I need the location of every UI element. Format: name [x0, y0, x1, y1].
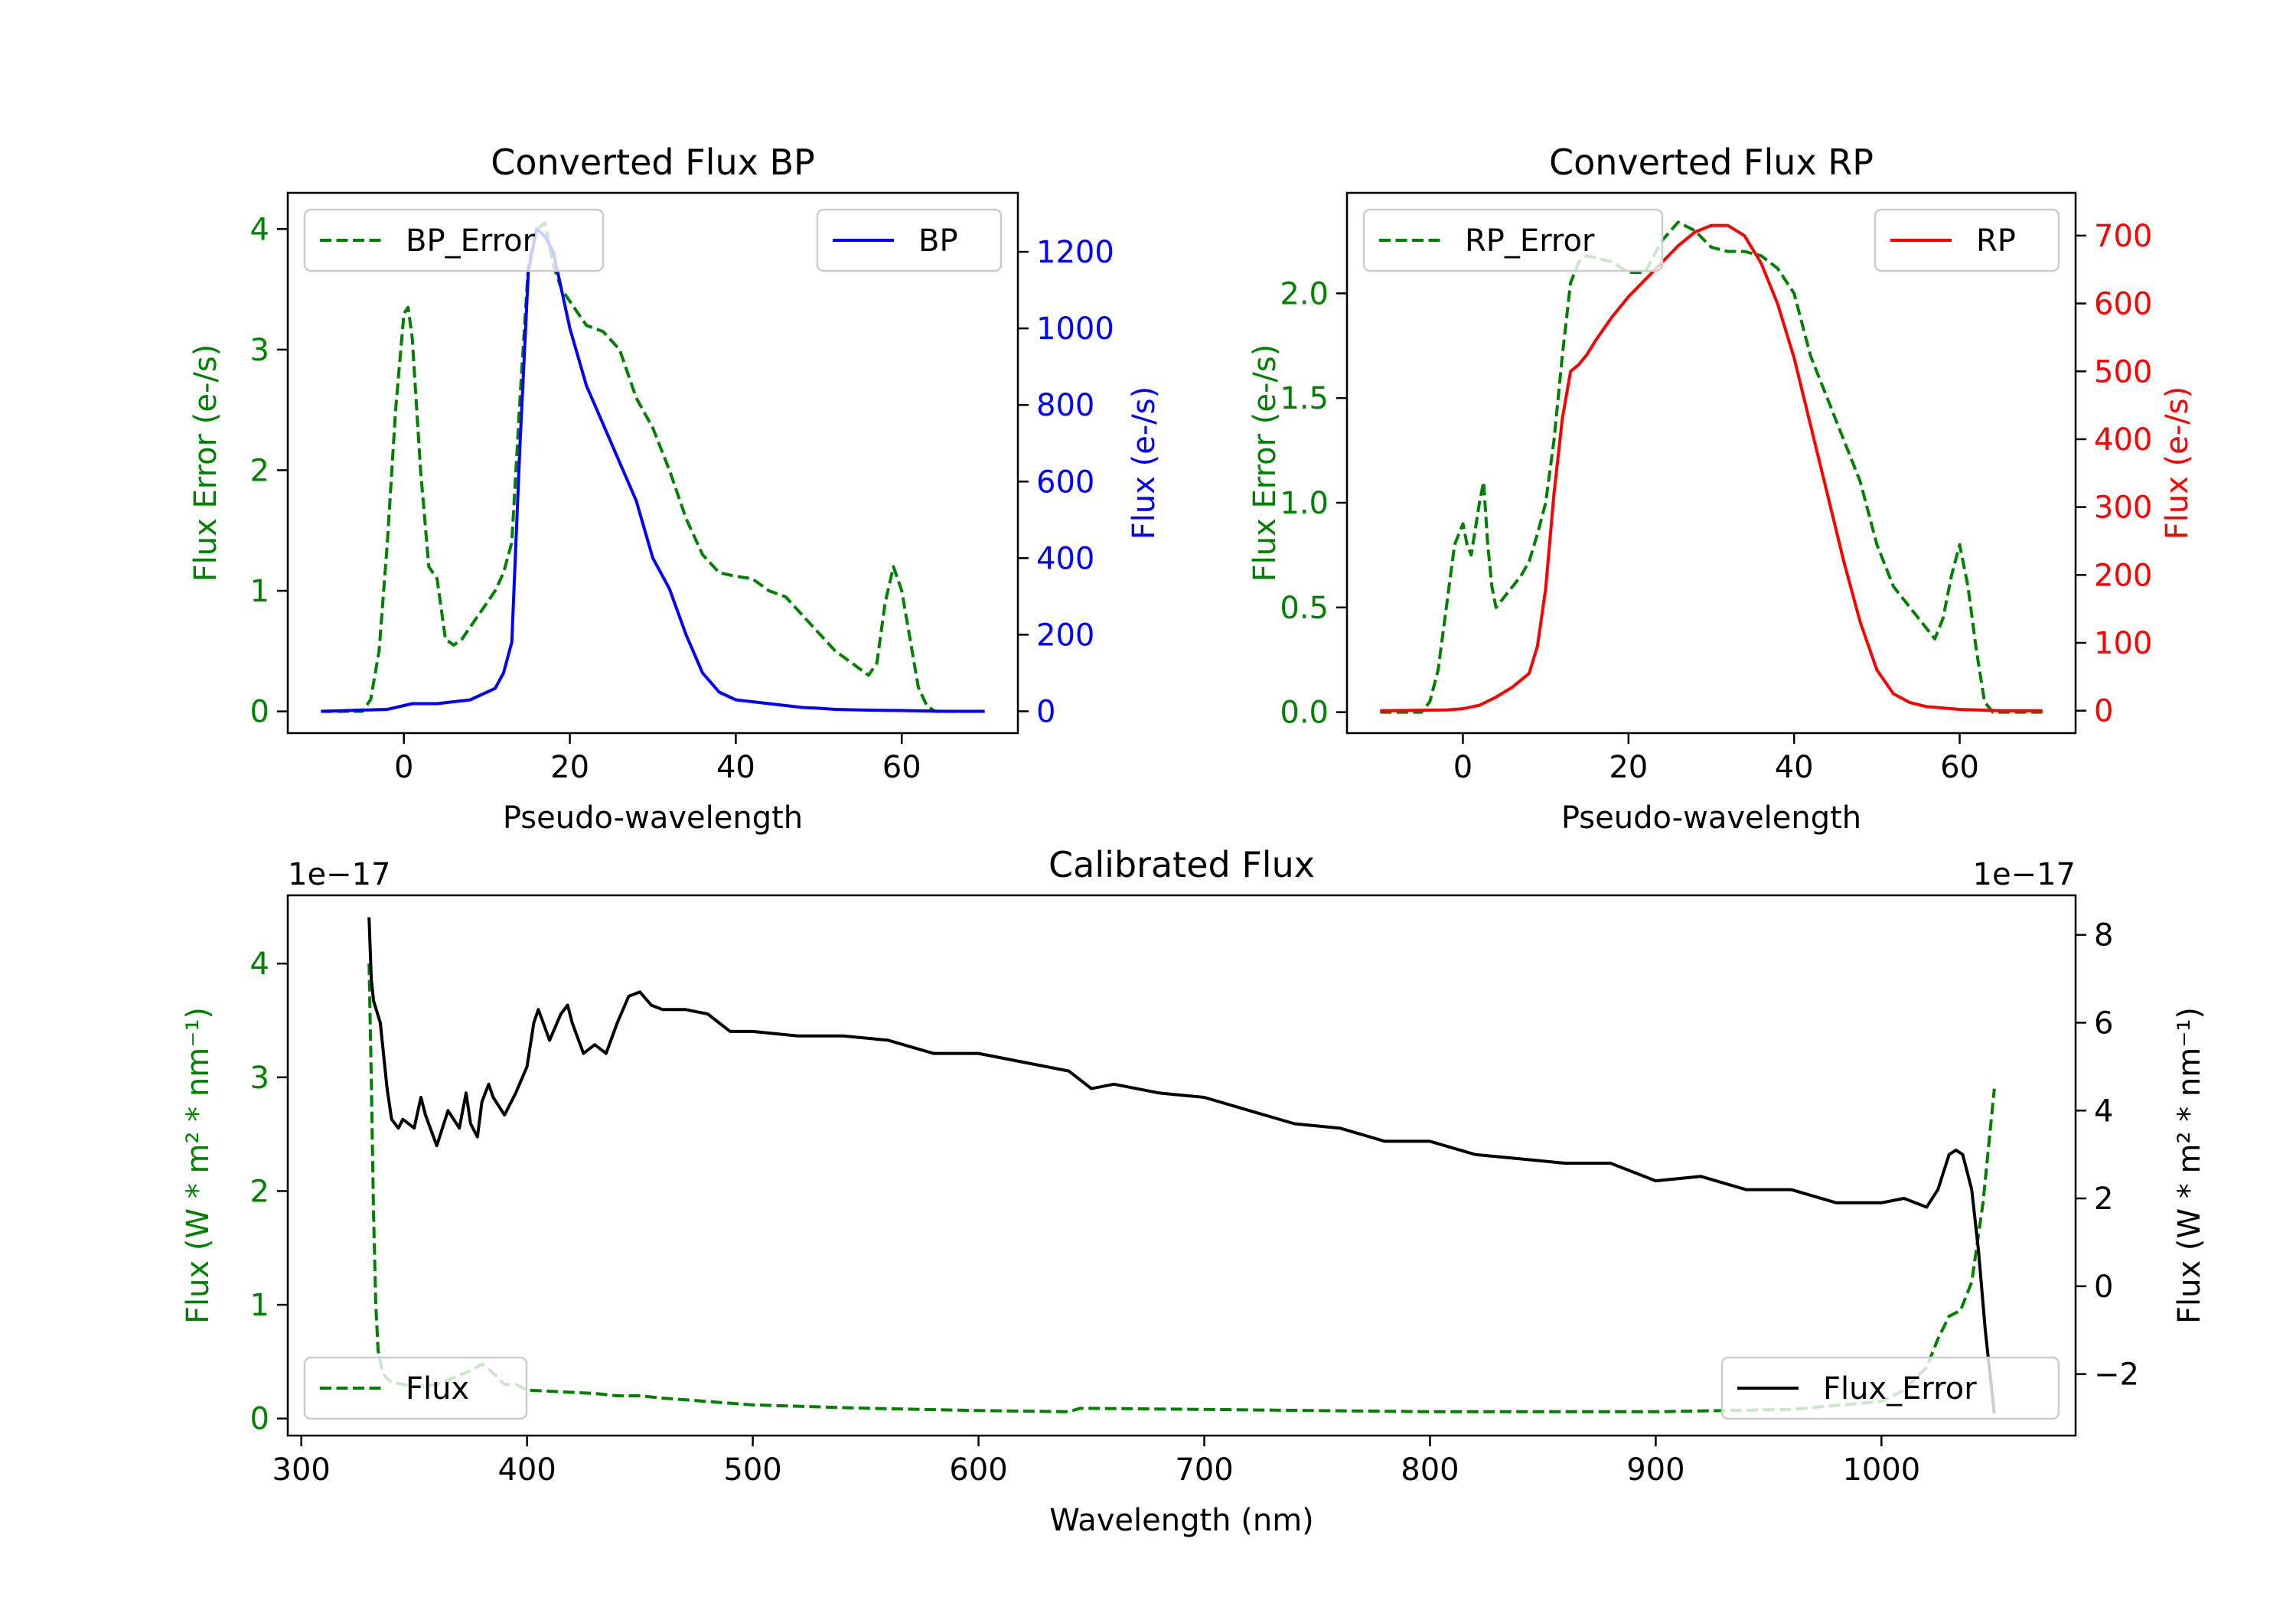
rp-ytick-left-label: 0.5 [1280, 591, 1329, 626]
rp-xtick-label: 0 [1453, 750, 1473, 785]
cal-legend-left-label: Flux [406, 1371, 469, 1407]
bp-ytick-right-label: 600 [1036, 464, 1094, 500]
bp-series-bp-error [321, 221, 985, 713]
bp-title: Converted Flux BP [491, 142, 815, 183]
rp-ylabel-left: Flux Error (e-/s) [1247, 344, 1283, 582]
cal-chart: 300 400 500 600 700 800 900 1000 0 1 2 3 4 −2 0 2 4 6 8 Cal… [181, 844, 2207, 1538]
chart-root: 0 20 40 6001234020040060080010001200Convert… [181, 142, 2207, 1538]
cal-ytick-right-label: 8 [2094, 918, 2113, 953]
rp-legend-left-label: RP_Error [1465, 223, 1595, 259]
cal-offset-left: 1e−17 [288, 857, 390, 892]
cal-ylabel-right: Flux (W * m² * nm⁻¹) [2172, 1007, 2207, 1324]
cal-ytick-right-label: 0 [2094, 1270, 2113, 1305]
cal-ytick-right-label: 2 [2094, 1182, 2113, 1217]
cal-ytick-left-label: 4 [250, 947, 269, 982]
cal-xtick-label: 800 [1401, 1452, 1459, 1488]
rp-legend-left-frame [1362, 208, 1664, 272]
cal-ytick-left-label: 2 [250, 1174, 269, 1209]
cal-xtick-label: 700 [1175, 1452, 1233, 1488]
bp-ytick-right-label: 1000 [1036, 311, 1114, 347]
rp-ytick-left-label: 0.0 [1280, 696, 1329, 731]
rp-series-rp [1380, 223, 2043, 712]
cal-legend-right-label: Flux_Error [1823, 1371, 1977, 1407]
bp-ylabel-left: Flux Error (e-/s) [188, 344, 223, 582]
rp-xlabel: Pseudo-wavelength [1561, 800, 1861, 836]
bp-legend-left-label: BP_Error [406, 223, 536, 259]
bp-legend-right-label: BP [918, 223, 958, 259]
rp-ytick-right-label: 600 [2094, 287, 2152, 322]
rp-legend-right: RP [1874, 208, 2060, 272]
bp-ytick-left-label: 3 [250, 333, 269, 368]
bp-legend-right: BP [816, 208, 1003, 272]
cal-title: Calibrated Flux [1049, 844, 1315, 885]
cal-ytick-left-label: 1 [250, 1288, 269, 1323]
rp-ytick-left-label: 1.5 [1280, 381, 1329, 416]
bp-axes-frame [286, 191, 1019, 735]
rp-ytick-right-label: 700 [2094, 219, 2152, 254]
cal-ytick-right-label: −2 [2094, 1358, 2139, 1393]
rp-ytick-left-label: 1.0 [1280, 486, 1329, 521]
bp-ytick-left-label: 4 [250, 212, 269, 247]
rp-ylabel-right: Flux (e-/s) [2160, 386, 2195, 539]
bp-ylabel-right: Flux (e-/s) [1127, 386, 1162, 539]
rp-xtick-label: 60 [1940, 750, 1979, 785]
cal-legend-left: Flux [303, 1356, 528, 1420]
cal-ytick-left-label: 3 [250, 1061, 269, 1096]
bp-xtick-label: 60 [882, 750, 921, 785]
bp-legend-left: BP_Error [303, 208, 605, 272]
rp-xtick-label: 40 [1775, 750, 1814, 785]
cal-ytick-left-label: 0 [250, 1402, 269, 1437]
bp-xtick-label: 20 [550, 750, 589, 785]
rp-ytick-left-label: 2.0 [1280, 276, 1329, 311]
bp-xlabel: Pseudo-wavelength [503, 800, 803, 836]
bp-ytick-right-label: 400 [1036, 541, 1094, 576]
bp-ytick-right-label: 1200 [1036, 235, 1114, 270]
rp-ytick-right-label: 400 [2094, 422, 2152, 458]
rp-legend-right-frame [1874, 208, 2060, 272]
cal-xtick-label: 400 [497, 1452, 556, 1488]
bp-chart: 0 20 40 6001234020040060080010001200Convert… [188, 142, 1162, 836]
cal-offset-right: 1e−17 [1973, 857, 2076, 892]
cal-series-flux-error [367, 963, 1996, 1413]
rp-legend-right-label: RP [1976, 223, 2016, 259]
cal-legend-left-frame [303, 1356, 528, 1420]
cal-ytick-right-label: 4 [2094, 1094, 2113, 1129]
rp-legend-left: RP_Error [1362, 208, 1664, 272]
cal-ylabel-left: Flux (W * m² * nm⁻¹) [181, 1007, 216, 1324]
bp-xtick-label: 40 [716, 750, 755, 785]
cal-xtick-label: 1000 [1842, 1452, 1920, 1488]
bp-legend-left-frame [303, 208, 605, 272]
bp-ytick-left-label: 1 [250, 574, 269, 609]
cal-series-flux [367, 917, 1996, 1414]
rp-ytick-right-label: 100 [2094, 626, 2152, 661]
cal-legend-right-frame [1720, 1356, 2060, 1420]
cal-xlabel: Wavelength (nm) [1049, 1503, 1314, 1538]
cal-legend-right: Flux_Error [1720, 1356, 2060, 1420]
bp-ytick-right-label: 0 [1036, 694, 1055, 729]
bp-ytick-left-label: 2 [250, 453, 269, 488]
rp-chart: 0 20 40 60 0.0 0.5 1.0 1.5 2.0 0 100 200 300 400 500 60… [1247, 142, 2195, 836]
rp-series-rp-error [1380, 220, 2043, 714]
rp-axes-frame [1345, 191, 2077, 735]
rp-xtick-label: 20 [1609, 750, 1648, 785]
cal-xtick-label: 500 [723, 1452, 781, 1488]
rp-ytick-right-label: 200 [2094, 558, 2152, 593]
rp-ytick-right-label: 0 [2094, 694, 2113, 729]
cal-xtick-label: 300 [272, 1452, 331, 1488]
bp-ytick-right-label: 800 [1036, 388, 1094, 423]
bp-series-bp [321, 227, 985, 713]
bp-xtick-label: 0 [394, 750, 413, 785]
bp-ytick-right-label: 200 [1036, 618, 1094, 653]
rp-ytick-right-label: 300 [2094, 491, 2152, 526]
cal-xtick-label: 600 [949, 1452, 1007, 1488]
bp-ytick-left-label: 0 [250, 695, 269, 730]
cal-ytick-right-label: 6 [2094, 1006, 2113, 1041]
bp-legend-right-frame [816, 208, 1003, 272]
cal-axes-frame [286, 894, 2077, 1437]
cal-xtick-label: 900 [1626, 1452, 1684, 1488]
rp-ytick-right-label: 500 [2094, 354, 2152, 390]
rp-title: Converted Flux RP [1549, 142, 1874, 183]
